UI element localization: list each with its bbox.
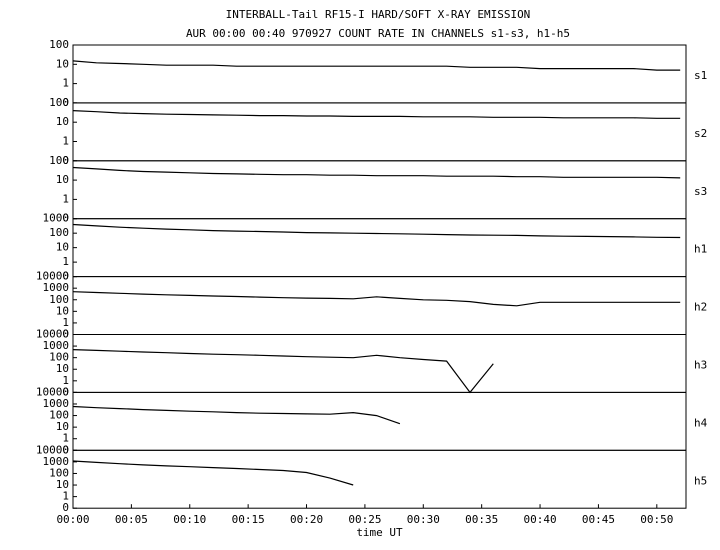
y-tick-label: 0	[62, 443, 69, 456]
y-tick-label: 1000	[43, 455, 70, 468]
y-tick-label: 1	[62, 316, 69, 329]
panel-label: h3	[694, 358, 707, 371]
y-tick-label: 10	[56, 115, 69, 128]
y-tick-label: 100	[49, 351, 69, 364]
y-tick-label: 10	[56, 304, 69, 317]
panel-label: s2	[694, 127, 707, 140]
y-tick-label: 100	[49, 154, 69, 167]
y-tick-label: 1000	[43, 281, 70, 294]
y-tick-label: 100	[49, 38, 69, 51]
y-tick-label: 1	[62, 135, 69, 148]
x-tick-label: 00:30	[407, 513, 440, 526]
series-line	[72, 405, 401, 425]
y-tick-label: 10	[56, 478, 69, 491]
y-tick-label: 1	[62, 432, 69, 445]
panel-frame	[72, 449, 687, 509]
x-tick-label: 00:10	[173, 513, 206, 526]
x-tick-label: 00:40	[523, 513, 556, 526]
series-line	[72, 223, 681, 239]
y-tick-label: 0	[62, 154, 69, 167]
x-tick-label: 00:25	[348, 513, 381, 526]
series-line	[72, 110, 681, 119]
y-tick-label: 10000	[36, 270, 69, 283]
panel-label: s3	[694, 185, 707, 198]
panel-label: s1	[694, 69, 707, 82]
y-tick-label: 1000	[43, 397, 70, 410]
series-line	[72, 60, 681, 71]
y-tick-label: 1	[62, 490, 69, 503]
chart-title: INTERBALL-Tail RF15-I HARD/SOFT X-RAY EM…	[226, 8, 531, 21]
x-tick-label: 00:05	[115, 513, 148, 526]
y-tick-label: 0	[62, 96, 69, 109]
x-tick-label: 00:35	[465, 513, 498, 526]
x-axis-label: time UT	[356, 526, 403, 539]
panel-label: h4	[694, 416, 708, 429]
y-tick-label: 1	[62, 374, 69, 387]
y-tick-label: 1000	[43, 212, 70, 225]
series-line	[72, 291, 681, 307]
y-tick-label: 100	[49, 226, 69, 239]
y-tick-label: 10	[56, 241, 69, 254]
series-line	[72, 460, 354, 486]
y-tick-label: 1	[62, 77, 69, 90]
x-tick-label: 00:50	[640, 513, 673, 526]
y-tick-label: 10000	[36, 328, 69, 341]
y-tick-label: 10	[56, 362, 69, 375]
y-tick-label: 0	[62, 501, 69, 514]
x-tick-label: 00:15	[232, 513, 265, 526]
y-tick-label: 10000	[36, 385, 69, 398]
y-tick-label: 100	[49, 96, 69, 109]
chart-subtitle: AUR 00:00 00:40 970927 COUNT RATE IN CHA…	[186, 27, 570, 40]
panel-label: h1	[694, 243, 707, 256]
y-tick-label: 0	[62, 328, 69, 341]
y-tick-label: 10	[56, 173, 69, 186]
y-tick-label: 100	[49, 466, 69, 479]
y-tick-label: 10	[56, 420, 69, 433]
y-tick-label: 0	[62, 212, 69, 225]
y-tick-label: 10000	[36, 443, 69, 456]
x-tick-label: 00:20	[290, 513, 323, 526]
y-tick-label: 10	[56, 57, 69, 70]
y-tick-label: 0	[62, 385, 69, 398]
y-tick-label: 1	[62, 255, 69, 268]
y-tick-label: 100	[49, 293, 69, 306]
x-tick-label: 00:45	[582, 513, 615, 526]
panel-label: h2	[694, 301, 707, 314]
y-tick-label: 1000	[43, 339, 70, 352]
x-tick-label: 00:00	[56, 513, 89, 526]
y-tick-label: 100	[49, 409, 69, 422]
y-tick-label: 1	[62, 192, 69, 205]
panel-label: h5	[694, 474, 707, 487]
series-line	[72, 349, 494, 394]
y-tick-label: 0	[62, 270, 69, 283]
series-line	[72, 166, 681, 179]
